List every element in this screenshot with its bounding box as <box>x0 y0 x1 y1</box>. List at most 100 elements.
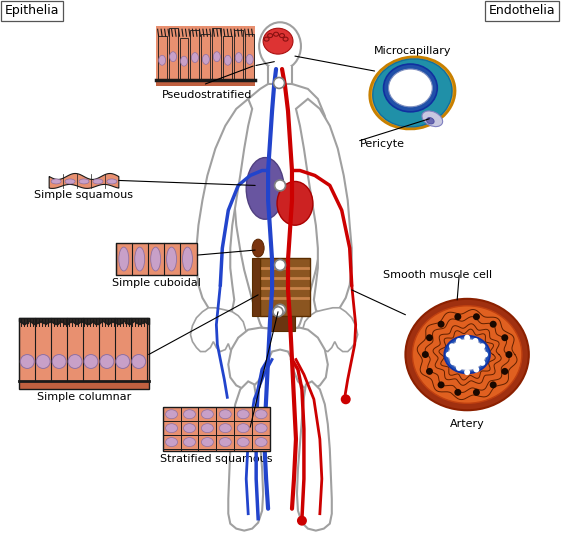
Circle shape <box>275 180 286 191</box>
Ellipse shape <box>388 69 432 107</box>
Ellipse shape <box>246 158 284 219</box>
Circle shape <box>68 354 82 368</box>
Ellipse shape <box>182 247 193 271</box>
Circle shape <box>100 354 114 368</box>
Ellipse shape <box>159 55 166 65</box>
Ellipse shape <box>237 410 249 419</box>
Bar <box>156 26 255 86</box>
Ellipse shape <box>183 424 196 433</box>
Ellipse shape <box>426 118 434 124</box>
Ellipse shape <box>277 181 313 225</box>
Bar <box>179 38 189 80</box>
Bar <box>260 258 310 316</box>
Text: Pericyte: Pericyte <box>359 139 404 149</box>
Ellipse shape <box>237 438 249 447</box>
Bar <box>158 36 167 80</box>
Polygon shape <box>297 382 332 531</box>
Text: Stratified squamous: Stratified squamous <box>160 454 272 464</box>
Ellipse shape <box>219 410 231 419</box>
Ellipse shape <box>166 410 178 419</box>
Ellipse shape <box>183 438 196 447</box>
Polygon shape <box>196 99 252 318</box>
Ellipse shape <box>224 55 231 65</box>
Ellipse shape <box>252 239 264 257</box>
Circle shape <box>52 354 66 368</box>
Ellipse shape <box>406 299 529 410</box>
Ellipse shape <box>255 424 267 433</box>
Circle shape <box>450 359 456 365</box>
Ellipse shape <box>107 179 117 184</box>
Circle shape <box>36 354 50 368</box>
Circle shape <box>446 352 452 358</box>
Ellipse shape <box>51 179 61 184</box>
Circle shape <box>464 369 470 375</box>
Circle shape <box>490 382 497 389</box>
Circle shape <box>501 334 508 341</box>
Ellipse shape <box>370 57 455 129</box>
Text: Artery: Artery <box>449 419 485 429</box>
Ellipse shape <box>246 54 253 64</box>
Circle shape <box>422 351 429 358</box>
Ellipse shape <box>413 306 522 403</box>
Circle shape <box>473 338 478 344</box>
Circle shape <box>273 307 283 317</box>
Bar <box>190 30 200 80</box>
Circle shape <box>275 260 286 270</box>
Circle shape <box>116 354 130 368</box>
Circle shape <box>464 335 470 341</box>
Ellipse shape <box>181 56 188 66</box>
Circle shape <box>297 516 307 526</box>
Ellipse shape <box>201 438 213 447</box>
Polygon shape <box>296 99 352 318</box>
Text: Endothelia: Endothelia <box>489 4 556 18</box>
Circle shape <box>456 338 462 344</box>
Ellipse shape <box>203 54 209 64</box>
Text: Simple cuboidal: Simple cuboidal <box>112 278 201 288</box>
Bar <box>156 80 255 86</box>
Text: Simple squamous: Simple squamous <box>35 190 133 200</box>
Ellipse shape <box>255 438 267 447</box>
Ellipse shape <box>167 247 177 271</box>
Ellipse shape <box>166 424 178 433</box>
Circle shape <box>505 351 512 358</box>
Ellipse shape <box>259 22 301 70</box>
Ellipse shape <box>213 52 220 62</box>
Bar <box>19 382 149 389</box>
Circle shape <box>132 354 145 368</box>
Ellipse shape <box>263 28 293 54</box>
Ellipse shape <box>201 410 213 419</box>
Polygon shape <box>49 173 119 188</box>
Ellipse shape <box>79 179 89 184</box>
Ellipse shape <box>135 247 145 271</box>
Bar <box>201 34 211 80</box>
Bar <box>19 318 149 389</box>
Circle shape <box>437 321 444 328</box>
Ellipse shape <box>384 64 437 112</box>
Circle shape <box>426 334 433 341</box>
Text: Smooth muscle cell: Smooth muscle cell <box>383 270 492 280</box>
Ellipse shape <box>192 53 198 62</box>
Text: Epithelia: Epithelia <box>5 4 59 18</box>
Bar <box>234 30 243 80</box>
Ellipse shape <box>119 247 129 271</box>
Circle shape <box>341 394 351 404</box>
Ellipse shape <box>219 438 231 447</box>
Bar <box>268 66 292 84</box>
Circle shape <box>275 304 286 315</box>
Polygon shape <box>190 308 247 352</box>
Circle shape <box>473 367 479 373</box>
Circle shape <box>437 382 444 389</box>
Polygon shape <box>233 84 332 330</box>
Bar <box>163 407 270 451</box>
Ellipse shape <box>166 438 178 447</box>
Circle shape <box>454 389 462 396</box>
Circle shape <box>473 389 480 396</box>
Text: Pseudostratified: Pseudostratified <box>162 90 253 100</box>
Ellipse shape <box>444 336 490 374</box>
Bar <box>252 258 260 316</box>
Circle shape <box>479 360 485 366</box>
Ellipse shape <box>255 410 267 419</box>
Circle shape <box>20 354 34 368</box>
Polygon shape <box>228 382 263 531</box>
Circle shape <box>479 343 485 349</box>
